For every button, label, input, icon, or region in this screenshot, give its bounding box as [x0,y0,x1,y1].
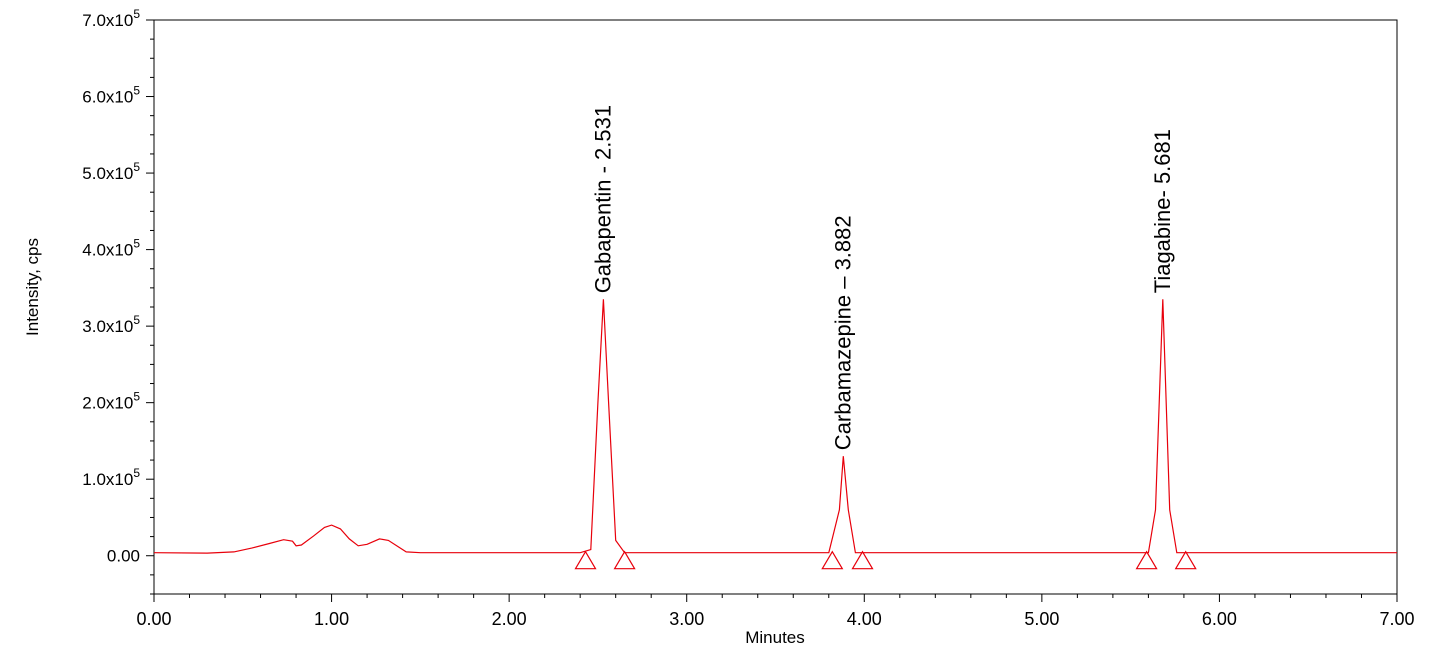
y-tick-exponent: 5 [133,160,140,174]
x-tick-label: 5.00 [1024,609,1059,629]
x-axis: 0.00 1.00 2.00 3.00 4.00 5.00 6.00 7.00 [136,594,1415,629]
y-tick-label: 1.0x105 [82,466,140,489]
peak-label: Gabapentin - 2.531 [590,105,615,293]
y-axis-label: Intensity, cps [23,238,42,336]
peak-marker-triangle [821,550,844,570]
y-axis: 0.00 1.0x105 2.0x105 3.0x105 4.0x105 5.0x105 6… [82,7,154,595]
peak-marker-triangle [1174,550,1197,570]
x-tick-label: 0.00 [136,609,171,629]
y-tick-exponent: 5 [133,390,140,404]
y-tick-label: 6.0x105 [82,84,140,107]
y-tick-label: 0.00 [107,547,140,566]
x-tick-label: 7.00 [1379,609,1414,629]
plot-frame [153,19,1398,595]
x-tick-label: 2.00 [492,609,527,629]
chromatogram-trace [153,299,1397,554]
y-tick-exponent: 5 [133,237,140,251]
x-axis-label: Minutes [745,628,805,647]
peak-labels: Gabapentin - 2.531 Carbamazepine – 3.882 T… [590,105,1174,450]
peak-label: Carbamazepine – 3.882 [830,215,855,450]
peak-marker-triangle [851,550,874,570]
x-tick-label: 6.00 [1202,609,1237,629]
y-tick-exponent: 5 [133,7,140,21]
peak-marker-triangle [574,550,597,570]
y-tick-exponent: 5 [133,313,140,327]
y-tick-exponent: 5 [133,466,140,480]
y-tick-label: 7.0x105 [82,7,140,30]
peak-marker-triangle [613,550,636,570]
y-tick-exponent: 5 [133,84,140,98]
peak-integration-markers [574,550,1197,570]
peak-label: Tiagabine- 5.681 [1150,129,1175,293]
x-tick-label: 3.00 [669,609,704,629]
y-tick-label: 4.0x105 [82,237,140,260]
x-tick-label: 4.00 [847,609,882,629]
y-tick-label: 3.0x105 [82,313,140,336]
x-tick-label: 1.00 [314,609,349,629]
y-tick-label: 2.0x105 [82,390,140,413]
peak-marker-triangle [1135,550,1158,570]
y-tick-label: 5.0x105 [82,160,140,183]
